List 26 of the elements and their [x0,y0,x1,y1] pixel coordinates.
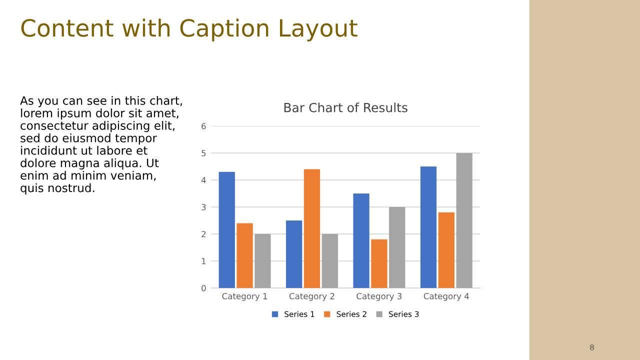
y-tick-label: 5 [202,150,206,156]
bar [218,172,235,288]
y-tick-label: 4 [201,177,206,184]
bar [353,194,370,288]
text: As you can see in this chart, lorem ipsum dolor sit amet, consectetur adipiscing elit, sed do eiusmod tempor incididunt ut labore et dolore magna aliqua. Ut enim ad minim veniam, quis nostrud. [20,96,182,194]
y-tick-label: 2 [202,230,206,238]
x-tick-label: Category 1 [222,293,268,301]
x-tick-label: Category 4 [424,293,469,301]
y-tick-label: 1 [202,258,206,264]
bar [371,239,388,288]
bar [322,234,338,288]
x-tick-label: Category 3 [356,293,402,301]
y-tick-label: 6 [202,122,206,130]
x-tick-label: Category 2 [289,293,334,301]
bar [254,234,271,288]
bar [304,169,320,288]
y-tick-label: 3 [202,204,206,210]
text: Content with Caption Layout [21,18,358,42]
bar [438,212,454,288]
bar [389,207,406,288]
chart-title: Bar Chart of Results [284,102,408,112]
bar [456,153,472,288]
y-tick-label: 0 [202,284,206,292]
bar [420,166,437,288]
bar [286,220,302,288]
bar [236,223,253,288]
